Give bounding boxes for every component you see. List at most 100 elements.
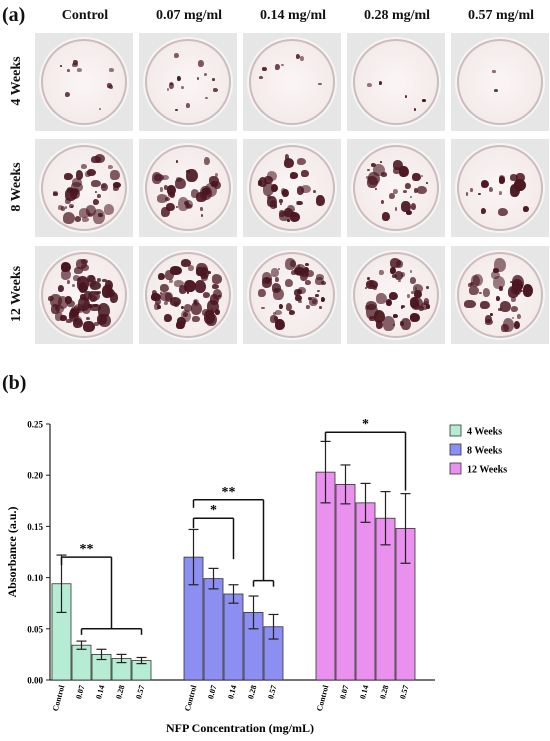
bar	[223, 593, 244, 681]
stain-deposit	[289, 212, 301, 222]
x-tick-label: 0.57	[398, 684, 410, 700]
stain-deposit	[192, 298, 199, 306]
stain-deposit	[85, 316, 91, 321]
stain-deposit	[296, 185, 305, 195]
stain-deposit	[186, 291, 190, 294]
x-tick-label: 0.14	[358, 684, 370, 700]
stain-deposit	[55, 305, 64, 313]
stain-deposit	[258, 75, 264, 80]
stain-deposit	[366, 175, 371, 180]
stain-deposit	[426, 304, 430, 309]
stain-deposit	[481, 208, 486, 215]
stain-deposit	[101, 182, 109, 191]
stain-deposit	[273, 288, 284, 300]
stain-deposit	[85, 205, 97, 216]
stain-deposit	[165, 270, 174, 281]
stain-deposit	[258, 288, 266, 298]
stain-deposit	[418, 305, 424, 311]
stain-deposit	[313, 190, 317, 194]
stain-deposit	[91, 179, 102, 187]
stain-deposit	[389, 291, 399, 300]
x-tick-label: 0.28	[378, 684, 390, 700]
well-image	[347, 246, 445, 344]
stain-deposit	[502, 317, 515, 333]
stain-deposit	[278, 303, 284, 310]
stain-deposit	[409, 277, 416, 284]
stain-deposit	[160, 283, 170, 293]
stain-deposit	[509, 280, 513, 284]
x-tick-label: 0.28	[114, 684, 126, 700]
stain-deposit	[66, 300, 75, 307]
well-image	[243, 33, 341, 131]
stain-deposit	[296, 157, 307, 165]
stain-deposit	[494, 257, 506, 272]
stain-deposit	[85, 170, 91, 177]
stain-deposit	[258, 177, 267, 187]
stain-deposit	[492, 267, 500, 273]
stain-deposit	[488, 186, 494, 192]
stain-deposit	[410, 202, 417, 211]
stain-deposit	[279, 210, 285, 218]
stain-deposit	[404, 182, 412, 190]
stain-deposit	[68, 310, 76, 320]
stain-deposit	[315, 277, 325, 286]
stain-deposit	[261, 306, 265, 310]
stain-deposit	[90, 303, 101, 312]
stain-deposit	[97, 277, 102, 283]
stain-deposit	[365, 303, 378, 319]
stain-deposit	[378, 81, 383, 85]
stain-deposit	[380, 199, 384, 204]
stain-deposit	[69, 203, 75, 208]
stain-deposit	[176, 176, 182, 182]
stain-deposit	[279, 202, 282, 205]
stain-deposit	[375, 292, 387, 305]
stain-deposit	[512, 280, 524, 291]
stain-deposit	[374, 188, 377, 191]
stain-deposit	[109, 292, 119, 303]
stain-deposit	[275, 318, 285, 331]
stain-deposit	[291, 212, 297, 218]
stain-deposit	[470, 281, 474, 286]
stain-deposit	[495, 296, 500, 301]
stain-deposit	[285, 279, 294, 288]
y-tick-label: 0.20	[27, 471, 43, 481]
stain-deposit	[373, 285, 378, 290]
stain-deposit	[300, 169, 309, 178]
stain-deposit	[366, 168, 370, 172]
stain-deposit	[400, 321, 404, 326]
well-image	[243, 246, 341, 344]
stain-deposit	[164, 301, 169, 306]
stain-deposit	[71, 62, 78, 68]
stain-deposit	[153, 302, 161, 311]
stain-deposit	[299, 270, 309, 281]
stain-deposit	[406, 294, 410, 298]
stain-deposit	[169, 279, 174, 284]
stain-deposit	[72, 178, 82, 187]
stain-deposit	[392, 273, 398, 278]
stain-deposit	[523, 206, 530, 213]
stain-deposit	[215, 308, 220, 315]
stain-deposit	[516, 313, 522, 320]
legend-swatch	[449, 443, 462, 456]
stain-deposit	[102, 278, 107, 282]
stain-deposit	[156, 194, 169, 203]
stain-deposit	[57, 296, 69, 309]
stain-deposit	[170, 265, 182, 275]
well-image	[35, 139, 133, 237]
stain-deposit	[285, 302, 292, 311]
stain-deposit	[274, 277, 280, 283]
stain-deposit	[316, 194, 326, 207]
stain-deposit	[297, 300, 302, 304]
stain-deposit	[71, 182, 83, 192]
well-image	[451, 33, 549, 131]
x-tick-label: Control	[183, 683, 199, 712]
stain-deposit	[169, 81, 175, 89]
stain-deposit	[159, 292, 163, 295]
x-tick-label: 0.14	[226, 684, 238, 700]
stain-deposit	[74, 216, 82, 222]
stain-deposit	[404, 94, 408, 98]
stain-deposit	[218, 294, 221, 298]
stain-deposit	[286, 219, 290, 222]
stain-deposit	[174, 301, 180, 308]
stain-deposit	[167, 88, 170, 91]
